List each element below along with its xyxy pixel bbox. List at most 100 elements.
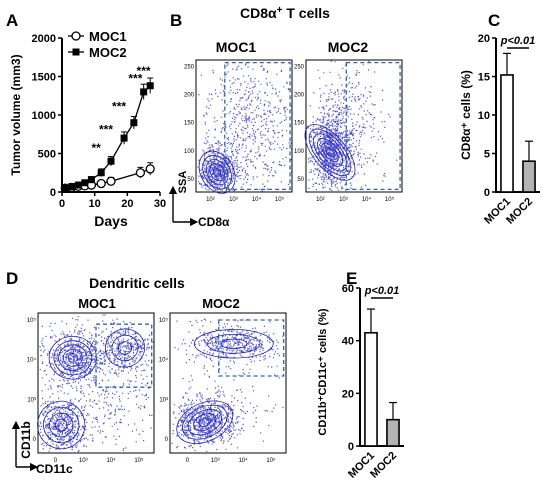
b2-contour: [317, 138, 343, 167]
d1-y-tick-label: 10⁴: [27, 357, 37, 364]
c-y-tick-label: 0: [484, 187, 490, 199]
e-y-axis-label: CD11b⁺CD11c⁺ cells (%): [317, 308, 329, 436]
a-point-moc1: [96, 178, 106, 189]
d1-contour: [54, 418, 68, 432]
d2-gate: [218, 319, 285, 377]
d-plot2-label: MOC2: [202, 296, 240, 311]
d1-y-tick-label: 0: [33, 437, 37, 443]
b-plot2-label: MOC2: [328, 39, 369, 55]
c-bar-moc2: [522, 160, 536, 193]
e-bar-moc1: [364, 331, 378, 447]
b2-y-tick-label: 250: [294, 65, 305, 71]
d1-y-tick-label: 10³: [27, 397, 36, 403]
d1-gate: [95, 323, 153, 388]
a-point-moc2: [140, 88, 148, 96]
a-point-moc1: [135, 168, 146, 178]
b1-y-tick-label: 200: [184, 93, 195, 99]
a-significance-stars: ***: [99, 122, 113, 136]
d1-contour: [53, 340, 93, 376]
b2-x-tick-label: 10³: [339, 197, 348, 203]
d1-contour: [48, 412, 74, 438]
d2-x-tick-label: 10³: [211, 458, 220, 464]
a-legend-marker-moc2: [72, 48, 80, 56]
a-point-moc2: [87, 176, 95, 184]
a-x-axis-label: Days: [94, 213, 128, 229]
a-point-moc1: [106, 176, 116, 186]
b1-contour: [202, 154, 232, 190]
b2-gate: [345, 61, 401, 191]
panel-letter-d: D: [6, 269, 18, 288]
b1-gate: [224, 61, 291, 191]
d2-y-tick-label: 10⁵: [159, 317, 169, 324]
a-x-tick-label: 20: [121, 198, 133, 210]
b2-x-tick-label: 10²: [316, 197, 325, 203]
d-title: Dendritic cells: [89, 275, 185, 291]
b1-x-tick-label: 10³: [229, 197, 238, 203]
a-significance-stars: ***: [128, 72, 142, 86]
a-y-tick-label: 500: [38, 149, 56, 161]
b2-contour: [308, 128, 352, 176]
a-point-moc1: [145, 164, 155, 174]
d1-y-tick-label: 10⁵: [27, 317, 37, 324]
b1-y-tick-label: 150: [184, 121, 195, 127]
d2-x-tick-label: 10⁴: [238, 457, 248, 464]
a-point-moc2: [68, 183, 76, 191]
a-y-axis-label: Tumor volume (mm3): [9, 54, 23, 175]
b1-x-tick-label: 10⁴: [252, 196, 262, 203]
b1-x-tick-label: 10⁵: [275, 196, 285, 203]
e-y-tick-label: 20: [342, 388, 354, 400]
b2-y-tick-label: 50: [297, 177, 304, 183]
d1-contour: [43, 406, 80, 444]
b2-contour: [312, 133, 348, 172]
a-x-tick-label: 10: [89, 198, 101, 210]
c-y-tick-label: 5: [484, 149, 490, 161]
b-plot1-label: MOC1: [216, 39, 257, 55]
a-y-tick-label: 1500: [32, 72, 56, 84]
c-y-tick-label: 15: [478, 72, 490, 84]
c-y-axis-label: CD8α⁺ cells (%): [459, 70, 473, 160]
b-x-axis-label: CD8α: [198, 215, 230, 229]
e-y-tick-label: 60: [342, 283, 354, 295]
b2-contour: [304, 124, 356, 181]
c-bar-moc1: [500, 74, 514, 193]
d2-dots: [171, 318, 284, 452]
panel-letter-b: B: [170, 11, 182, 30]
d-flow-plot-moc2: 0 10³ 10⁴ 10⁵ 10⁵ 10⁴ 10³ 0: [159, 312, 287, 464]
e-significance-label: p<0.01: [364, 285, 400, 297]
a-y-tick-label: 1000: [32, 110, 56, 122]
d1-contour: [58, 344, 88, 372]
b1-y-tick-label: 100: [184, 149, 195, 155]
a-point-moc2: [146, 82, 154, 90]
b1-contour: [205, 159, 229, 186]
d-plot1-label: MOC1: [78, 296, 116, 311]
a-point-moc2: [81, 179, 89, 187]
b1-contour: [213, 167, 222, 177]
b2-x-tick-label: 10⁵: [385, 196, 395, 203]
a-point-moc2: [130, 119, 138, 127]
d2-y-tick-label: 10⁴: [159, 357, 169, 364]
a-legend-label-moc2: MOC2: [89, 45, 127, 60]
b2-contour: [321, 142, 339, 163]
b2-y-tick-label: 100: [294, 149, 305, 155]
b-flow-plot-moc2: 10² 10³ 10⁴ 10⁵ 250 200 150 100 50: [294, 59, 403, 203]
b2-y-tick-label: 150: [294, 121, 305, 127]
d2-contour: [187, 409, 222, 436]
cd8-flow-panel: CD8α+ T cells MOC1 MOC2 10² 10³ 10⁴ 10⁵2502…: [168, 5, 403, 229]
d2-contour: [182, 404, 228, 440]
e-y-tick-label: 0: [348, 441, 354, 453]
c-y-tick-label: 10: [478, 110, 490, 122]
d1-contour: [62, 348, 83, 367]
e-y-tick-label: 40: [342, 336, 354, 348]
d2-contour: [193, 413, 217, 432]
d2-contour: [176, 400, 234, 444]
d1-contour: [37, 400, 86, 450]
c-significance-label: p<0.01: [500, 35, 536, 47]
a-y-tick-label: 0: [50, 187, 56, 199]
a-point-moc2: [120, 134, 128, 142]
d2-plot-frame: [169, 312, 287, 454]
a-point-moc2: [74, 181, 82, 189]
a-legend-label-moc1: MOC1: [89, 29, 127, 44]
